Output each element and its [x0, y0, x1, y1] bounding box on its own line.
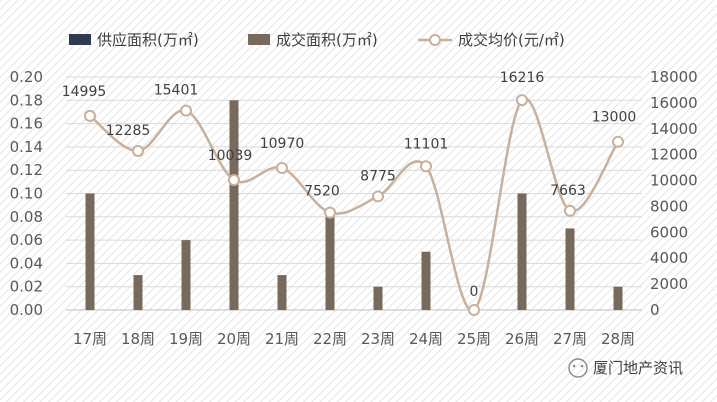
y-right-tick-label: 4000 [650, 249, 688, 267]
y-left-tick-label: 0.14 [10, 138, 43, 156]
price-data-label: 7520 [304, 184, 340, 200]
price-point [180, 104, 192, 117]
x-tick-label: 22周 [313, 330, 347, 348]
line-series: 14995 12285 15401 10039 10970 7520 8775 11101 0 1… [62, 70, 637, 316]
deal-area-bar [613, 286, 623, 310]
y-left-tick-label: 0.12 [10, 161, 43, 179]
legend-swatch-supply [69, 34, 91, 45]
y-left-tick-label: 0.10 [10, 185, 43, 203]
price-point [84, 109, 96, 122]
price-point [612, 135, 624, 148]
legend-swatch-deal [248, 34, 270, 45]
price-point [420, 160, 432, 173]
price-data-label: 10039 [208, 148, 253, 164]
deal-area-bar [181, 240, 191, 310]
price-data-label: 7663 [550, 183, 586, 199]
watermark-logo: 厦门地产资讯 [568, 358, 683, 378]
deal-area-bar [133, 275, 143, 310]
wechat-icon [568, 358, 588, 378]
price-data-label: 0 [470, 284, 479, 300]
y-right-tick-label: 2000 [650, 275, 688, 293]
deal-area-bar [565, 228, 575, 310]
x-tick-label: 19周 [169, 330, 203, 348]
y-left-tick-label: 0.16 [10, 115, 43, 133]
legend-label-deal: 成交面积(万㎡) [276, 31, 378, 49]
y-left-tick-label: 0.06 [10, 231, 43, 249]
price-point [516, 94, 528, 107]
y-left-tick-label: 0.00 [10, 301, 43, 319]
price-data-label: 14995 [62, 84, 107, 100]
legend-label-price: 成交均价(元/㎡) [458, 31, 565, 49]
price-point [372, 190, 384, 203]
price-data-label: 8775 [360, 168, 396, 184]
bar-series [85, 100, 623, 310]
price-point [564, 204, 576, 217]
deal-area-bar [229, 100, 239, 310]
price-data-label: 11101 [404, 136, 449, 152]
price-data-label: 12285 [106, 123, 151, 139]
axis-ticks: 0.00 0.02 0.04 0.06 0.08 0.10 0.12 0.14 0.16 0.18… [10, 68, 698, 348]
price-data-label: 15401 [154, 83, 199, 99]
legend-marker-price [429, 34, 441, 46]
y-right-tick-label: 18000 [650, 68, 698, 86]
y-right-tick-label: 14000 [650, 120, 698, 138]
x-tick-label: 28周 [601, 330, 635, 348]
y-right-tick-label: 16000 [650, 94, 698, 112]
legend-label-supply: 供应面积(万㎡) [97, 31, 199, 49]
x-tick-label: 18周 [121, 330, 155, 348]
price-data-label: 16216 [500, 70, 545, 86]
x-tick-label: 24周 [409, 330, 443, 348]
x-tick-label: 20周 [217, 330, 251, 348]
deal-area-bar [277, 275, 287, 310]
deal-area-bar [421, 251, 431, 310]
y-right-tick-label: 8000 [650, 197, 688, 215]
deal-area-bar [517, 193, 527, 310]
y-left-tick-label: 0.08 [10, 208, 43, 226]
y-right-tick-label: 12000 [650, 146, 698, 164]
deal-area-bar [325, 216, 335, 310]
price-point [324, 206, 336, 219]
x-tick-label: 21周 [265, 330, 299, 348]
x-tick-label: 17周 [73, 330, 107, 348]
price-point [276, 161, 288, 174]
y-right-tick-label: 10000 [650, 172, 698, 190]
y-right-tick-label: 6000 [650, 223, 688, 241]
price-data-label: 10970 [260, 136, 305, 152]
y-left-tick-label: 0.20 [10, 68, 43, 86]
x-tick-label: 25周 [457, 330, 491, 348]
price-point [468, 304, 480, 316]
y-right-tick-label: 0 [650, 301, 660, 319]
x-tick-label: 27周 [553, 330, 587, 348]
y-left-tick-label: 0.02 [10, 278, 43, 296]
x-tick-label: 23周 [361, 330, 395, 348]
price-point [228, 174, 240, 187]
deal-area-bar [373, 286, 383, 310]
y-left-tick-label: 0.18 [10, 91, 43, 109]
y-left-tick-label: 0.04 [10, 254, 43, 272]
price-point [132, 144, 144, 157]
x-tick-label: 26周 [505, 330, 539, 348]
deal-area-bar [85, 193, 95, 310]
watermark-logo-text: 厦门地产资讯 [593, 359, 683, 377]
price-data-label: 13000 [592, 110, 637, 126]
legend: 供应面积(万㎡) 成交面积(万㎡) 成交均价(元/㎡) [69, 31, 565, 49]
